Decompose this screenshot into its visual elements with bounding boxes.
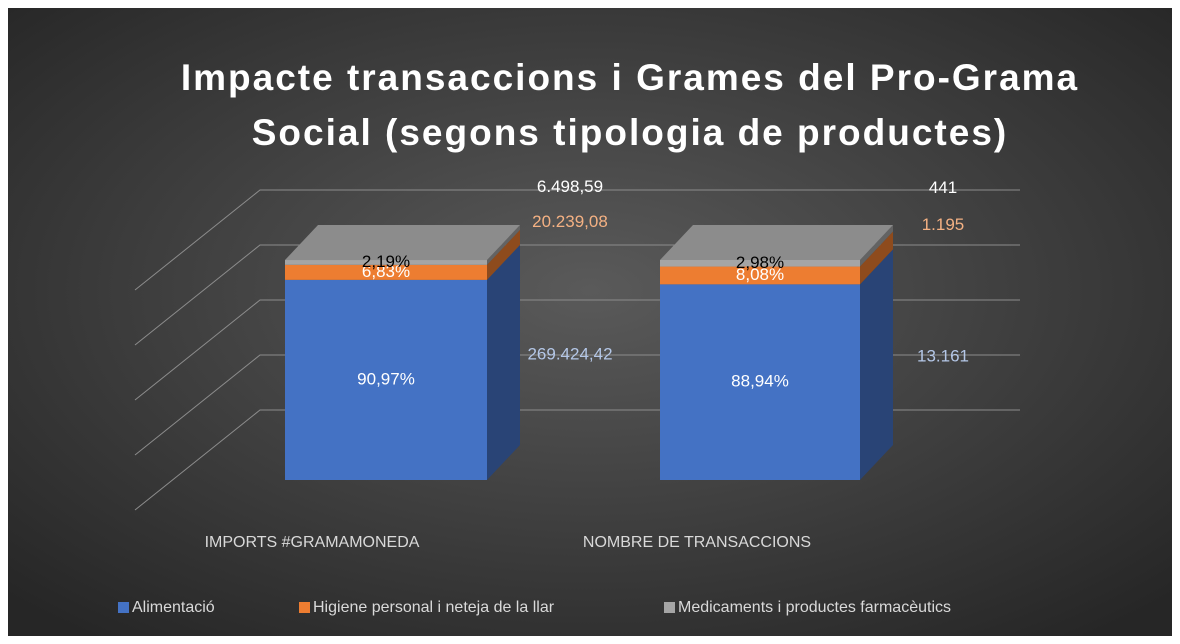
data-label: 2,98%: [736, 253, 784, 272]
bar-segment: [660, 260, 860, 267]
bar-side: [860, 231, 893, 285]
amount-label: 6.498,59: [537, 177, 603, 196]
bar-segment: [660, 284, 860, 480]
legend-swatch: [118, 602, 129, 613]
bar-segment: [285, 260, 487, 265]
bar-segment: [285, 264, 487, 280]
amount-label: 13.161: [917, 347, 969, 366]
amount-label: 20.239,08: [532, 212, 608, 231]
amount-label: 1.195: [922, 215, 965, 234]
chart-title: Impacte transaccions i Grames del Pro-Gr…: [181, 57, 1079, 153]
legend-label: Higiene personal i neteja de la llar: [313, 599, 555, 616]
data-label: 2,19%: [362, 252, 410, 271]
bar-segment: [660, 266, 860, 285]
amount-label: 269.424,42: [527, 344, 612, 363]
grid-line: [134, 189, 1020, 291]
legend-swatch: [664, 602, 675, 613]
x-tick-label: NOMBRE DE TRANSACCIONS: [583, 534, 811, 551]
data-label: 6,83%: [362, 262, 410, 281]
legend-label: Alimentació: [132, 599, 215, 616]
bar-side: [487, 244, 520, 480]
legend-swatch: [299, 602, 310, 613]
bar-side: [487, 229, 520, 280]
data-label: 90,97%: [357, 369, 415, 388]
data-label: 88,94%: [731, 372, 789, 391]
data-label: 8,08%: [736, 265, 784, 284]
bar-side: [860, 225, 893, 267]
chart-background: [8, 8, 1172, 636]
bar-side: [860, 249, 893, 480]
legend-label: Medicaments i productes farmacèutics: [678, 599, 951, 616]
bar-top: [285, 225, 520, 261]
bar-side: [487, 225, 520, 265]
x-tick-label: IMPORTS #GRAMAMONEDA: [205, 534, 420, 551]
bar-top: [660, 225, 893, 260]
bar-segment: [285, 279, 487, 480]
amount-label: 441: [929, 178, 957, 197]
